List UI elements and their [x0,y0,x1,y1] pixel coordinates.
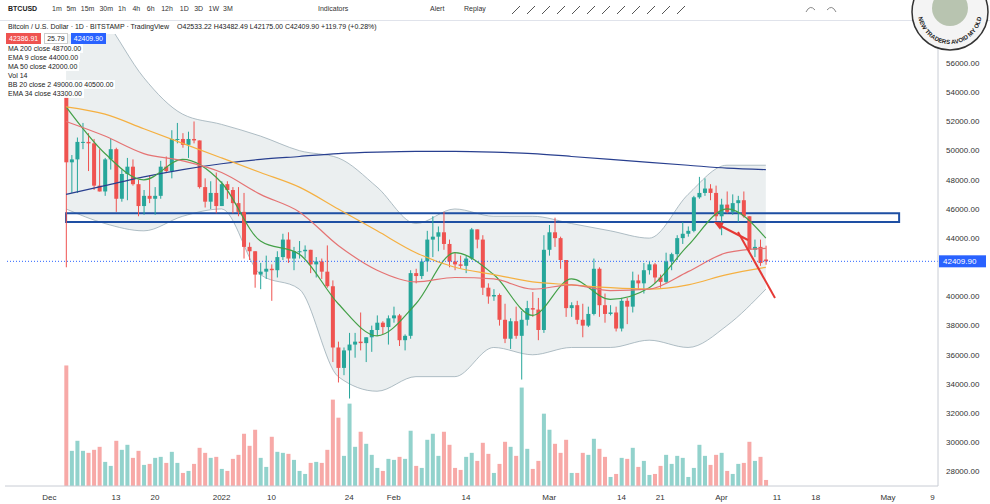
html-text:O42533.22 H43482.49 L42175.00: O42533.22 H43482.49 L42175.00 C42409.90 … [177,23,377,30]
html-text:1D: 1D [179,5,189,12]
html-text:1h: 1h [118,5,126,12]
svg-text:Mar: Mar [542,493,556,502]
svg-text:52000.00: 52000.00 [946,117,980,126]
svg-text:32000.00: 32000.00 [946,409,980,418]
svg-text:21: 21 [656,493,665,502]
svg-text:40000.00: 40000.00 [946,292,980,301]
svg-text:44000.00: 44000.00 [946,234,980,243]
html-text:MA 50 close 42000.00: MA 50 close 42000.00 [8,63,78,70]
svg-text:18: 18 [811,493,820,502]
svg-text:Dec: Dec [42,493,56,502]
html-text:1W: 1W [208,5,220,12]
svg-text:50000.00: 50000.00 [946,146,980,155]
html-text:Bitcoin / U.S. Dollar · 1D · B: Bitcoin / U.S. Dollar · 1D · BITSTAMP · … [8,23,170,30]
html-text:5m: 5m [66,5,77,12]
svg-text:NEW TRADERS AVOID MY OLD: NEW TRADERS AVOID MY OLD [917,15,982,45]
svg-text:48000.00: 48000.00 [946,176,980,185]
svg-text:56000.00: 56000.00 [946,59,980,68]
html-text:BB 20 close 2 49000.00 40500.0: BB 20 close 2 49000.00 40500.00 [8,81,114,88]
svg-text:24: 24 [345,493,354,502]
html-text:3D: 3D [194,5,204,12]
svg-text:54000.00: 54000.00 [946,88,980,97]
html-text:Replay: Replay [464,5,486,12]
svg-text:2022: 2022 [213,493,231,502]
svg-text:20: 20 [150,493,159,502]
svg-text:46000.00: 46000.00 [946,205,980,214]
html-text:15m: 15m [80,5,95,12]
svg-text:28000.00: 28000.00 [946,467,980,476]
html-text:30m: 30m [99,5,113,12]
html-text:6h: 6h [146,5,155,12]
svg-text:13: 13 [112,493,121,502]
html-text:BTCUSD: BTCUSD [8,5,38,12]
svg-text:9: 9 [930,493,935,502]
html-text:42409.90: 42409.90 [73,35,103,42]
html-text:1m: 1m [52,5,62,12]
html-text:4h: 4h [132,5,141,12]
html-text:EMA 9 close 44000.00: EMA 9 close 44000.00 [8,54,79,61]
svg-text:14: 14 [461,493,470,502]
svg-text:36000.00: 36000.00 [946,351,980,360]
svg-text:10: 10 [267,493,276,502]
html-text:12h: 12h [161,5,173,12]
svg-text:11: 11 [773,493,782,502]
html-text:Indicators: Indicators [318,5,349,12]
svg-text:42409.90: 42409.90 [943,257,977,266]
html-text:Alert: Alert [430,5,445,12]
html-text:3M: 3M [223,5,233,12]
svg-text:30000.00: 30000.00 [946,438,980,447]
html-text:MA 200 close 48700.00: MA 200 close 48700.00 [8,45,82,52]
html-text:Vol 14: Vol 14 [8,72,28,79]
html-text:EMA 34 close 43300.00: EMA 34 close 43300.00 [8,90,82,97]
svg-text:Feb: Feb [387,493,401,502]
svg-text:14: 14 [617,493,626,502]
html-text:25.79: 25.79 [47,35,65,42]
svg-text:May: May [880,493,895,502]
svg-text:34000.00: 34000.00 [946,380,980,389]
svg-text:38000.00: 38000.00 [946,321,980,330]
svg-text:Apr: Apr [715,493,728,502]
html-text:42386.91: 42386.91 [9,35,39,42]
